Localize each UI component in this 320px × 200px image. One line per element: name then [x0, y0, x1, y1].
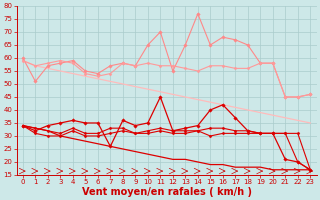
- X-axis label: Vent moyen/en rafales ( km/h ): Vent moyen/en rafales ( km/h ): [82, 187, 252, 197]
